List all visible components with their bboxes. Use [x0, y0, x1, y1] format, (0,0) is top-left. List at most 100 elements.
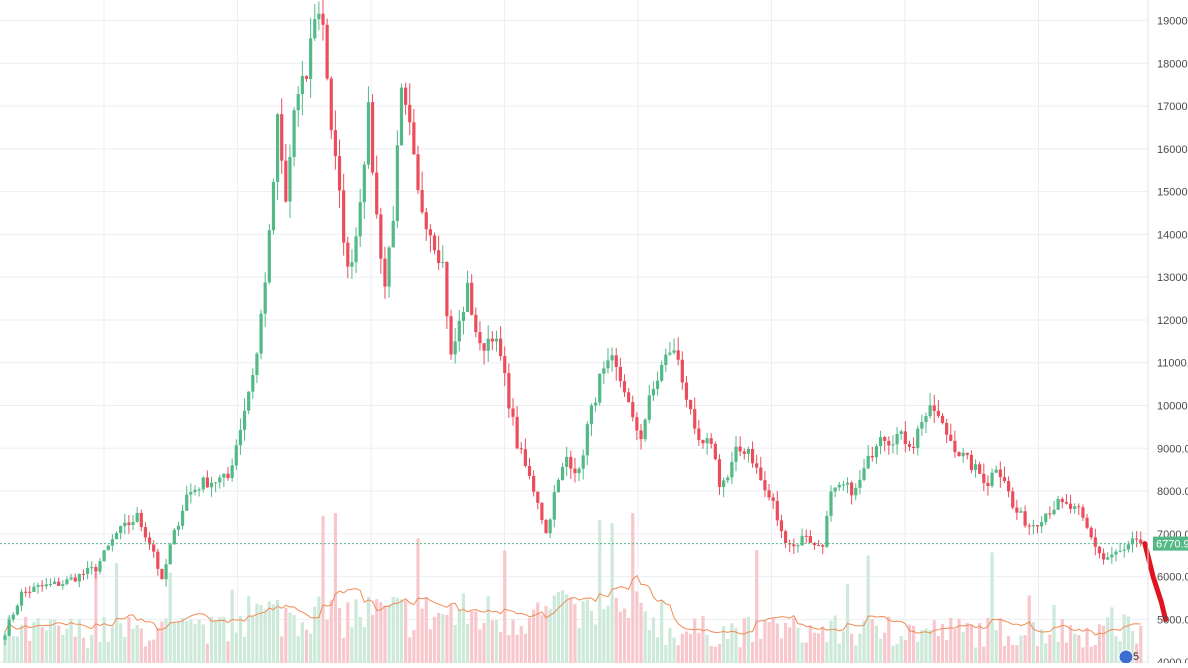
candle-body — [152, 544, 156, 552]
volume-bar — [288, 612, 292, 663]
candle-body — [573, 468, 577, 474]
volume-bar — [102, 617, 106, 663]
volume-bar — [387, 604, 391, 663]
volume-bar — [973, 647, 978, 663]
candle-body — [1101, 553, 1106, 560]
candle-body — [1130, 538, 1135, 545]
candle-body — [503, 356, 507, 374]
volume-bar — [1044, 643, 1048, 663]
volume-bar — [300, 622, 304, 663]
volume-bar — [1031, 621, 1035, 663]
volume-bar — [1023, 635, 1027, 663]
volume-bar — [346, 602, 350, 663]
candle-body — [470, 282, 474, 315]
candle-body — [77, 573, 81, 582]
volume-bar — [924, 628, 928, 663]
volume-bar — [1056, 641, 1060, 663]
candle-body — [102, 550, 106, 562]
volume-bar — [565, 594, 569, 663]
candle-body — [928, 405, 932, 417]
candle-body — [622, 381, 627, 393]
volume-bar — [994, 630, 998, 663]
candle-body — [874, 446, 879, 458]
volume-bar — [693, 618, 697, 663]
volume-bar — [767, 622, 771, 663]
price-axis[interactable]: 4000.05000.06000.07000.08000.09000.01000… — [1147, 0, 1188, 668]
volume-bar — [408, 637, 412, 663]
volume-bar — [627, 617, 631, 663]
volume-bar — [527, 617, 532, 663]
candle-body — [527, 465, 532, 476]
volume-bar — [321, 515, 325, 663]
candle-body — [895, 433, 899, 445]
candle-body — [44, 584, 48, 587]
volume-bar — [40, 627, 44, 663]
volume-bar — [825, 642, 829, 663]
volume-bar — [147, 640, 152, 663]
volume-bar — [606, 605, 610, 663]
candle-body — [135, 512, 139, 522]
volume-bar — [854, 645, 858, 663]
candle-body — [664, 354, 668, 366]
candle-body — [841, 484, 845, 486]
volume-bar — [412, 629, 416, 663]
candle-body — [114, 533, 119, 540]
volume-bar — [891, 645, 895, 663]
volume-bar — [275, 599, 280, 663]
candle-body — [387, 247, 391, 287]
candle-body — [866, 455, 870, 469]
volume-bar — [350, 627, 354, 663]
volume-bar — [185, 621, 189, 663]
volume-bar — [1073, 633, 1077, 663]
candle-body — [94, 567, 98, 572]
candle-body — [24, 591, 28, 593]
candle-body — [598, 373, 602, 403]
volume-bar — [1114, 635, 1118, 663]
volume-bar — [511, 619, 515, 663]
volume-bar — [618, 611, 622, 663]
volume-bar — [1085, 627, 1089, 663]
candle-body — [746, 448, 750, 454]
volume-bar — [1118, 641, 1122, 663]
volume-bar — [131, 628, 135, 663]
volume-bar — [395, 597, 399, 663]
volume-bar — [523, 633, 527, 663]
price-candles — [3, 0, 1143, 646]
volume-bar — [36, 618, 40, 663]
volume-bar — [672, 637, 676, 663]
candle-body — [350, 262, 354, 267]
volume-bar — [532, 609, 536, 663]
volume-bar — [499, 631, 503, 663]
volume-bar — [986, 617, 990, 663]
volume-bar — [114, 563, 119, 663]
candle-body — [420, 190, 424, 213]
candle-body — [1089, 527, 1093, 538]
candle-body — [156, 551, 160, 569]
volume-bar — [143, 646, 148, 663]
volume-bar — [1110, 607, 1114, 663]
volume-bar — [874, 625, 879, 663]
candle-body — [614, 355, 618, 367]
candle-body — [445, 262, 449, 317]
volume-bar — [441, 614, 445, 663]
volume-bar — [697, 632, 701, 663]
candle-body — [969, 454, 974, 470]
candle-body — [317, 13, 321, 20]
volume-bar — [470, 611, 474, 663]
candle-body — [565, 456, 569, 467]
volume-bar — [800, 642, 804, 663]
candle-body — [275, 114, 280, 182]
candle-body — [920, 422, 924, 429]
candle-body — [845, 482, 850, 485]
candle-body — [684, 382, 689, 400]
volume-bar — [255, 603, 259, 663]
volume-bar — [643, 611, 647, 663]
volume-bar — [573, 603, 577, 663]
volume-bar — [226, 641, 230, 663]
volume-bar — [1122, 614, 1126, 663]
candle-body — [337, 156, 342, 191]
volume-bar — [734, 627, 738, 663]
candle-body — [255, 353, 259, 376]
y-tick-label: 16000.0 — [1157, 144, 1188, 156]
volume-bar — [808, 625, 812, 663]
